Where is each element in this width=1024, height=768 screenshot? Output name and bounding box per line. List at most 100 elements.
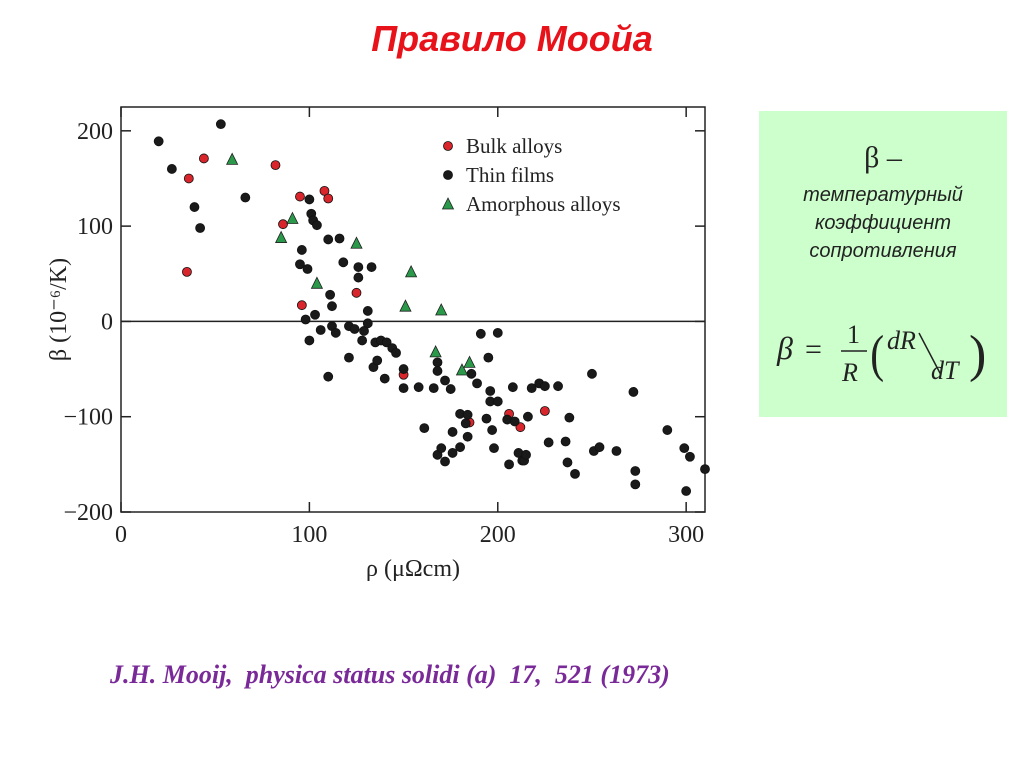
point-thin-films <box>611 446 622 456</box>
point-thin-films <box>489 443 499 454</box>
point-thin-films <box>466 368 477 379</box>
point-amorphous-alloys <box>435 303 448 316</box>
point-thin-films <box>153 136 164 147</box>
point-thin-films <box>553 381 563 392</box>
point-thin-films <box>398 383 409 394</box>
point-thin-films <box>344 352 354 363</box>
point-thin-films <box>594 442 605 453</box>
x-tick-label: 0 <box>115 522 127 548</box>
description-line: температурный <box>803 184 963 206</box>
point-bulk-alloys <box>278 219 288 230</box>
point-thin-films <box>391 347 401 358</box>
point-thin-films <box>485 386 496 396</box>
point-amorphous-alloys <box>463 355 476 368</box>
point-bulk-alloys <box>182 266 192 277</box>
point-thin-films <box>338 257 349 268</box>
formula-equals: = <box>805 333 822 366</box>
point-thin-films <box>521 449 531 460</box>
point-bulk-alloys <box>198 153 209 164</box>
point-thin-films <box>315 325 326 335</box>
point-thin-films <box>685 451 695 462</box>
point-amorphous-alloys <box>226 152 239 165</box>
point-thin-films <box>460 418 471 429</box>
point-thin-films <box>560 436 571 447</box>
point-thin-films <box>504 459 514 470</box>
point-thin-films <box>539 381 550 392</box>
point-thin-films <box>413 382 424 393</box>
citation: J.H. Mooij, physica status solidi (a) 17… <box>110 660 670 689</box>
point-thin-films <box>492 327 503 338</box>
point-amorphous-alloys <box>274 230 288 243</box>
point-thin-films <box>353 262 364 272</box>
point-amorphous-alloys <box>429 345 442 358</box>
y-tick-label: −100 <box>63 405 113 431</box>
point-thin-films <box>325 289 336 300</box>
point-thin-films <box>445 384 456 394</box>
point-thin-films <box>526 383 537 394</box>
point-thin-films <box>462 431 473 442</box>
y-tick-label: 0 <box>101 309 113 335</box>
point-thin-films <box>419 423 430 434</box>
point-thin-films <box>436 443 447 454</box>
y-tick-label: −200 <box>63 500 113 526</box>
point-thin-films <box>447 448 458 458</box>
point-thin-films <box>432 357 443 368</box>
point-thin-films <box>195 223 206 233</box>
point-thin-films <box>662 425 673 435</box>
point-amorphous-alloys <box>310 276 324 289</box>
point-thin-films <box>679 443 690 454</box>
point-thin-films <box>562 457 573 468</box>
plot-frame <box>120 106 706 513</box>
point-thin-films <box>304 335 315 346</box>
point-thin-films <box>215 119 226 130</box>
point-thin-films <box>681 486 692 496</box>
point-thin-films <box>366 262 377 272</box>
legend-label-thin-films: Thin films <box>466 163 554 187</box>
formula-dR: dR <box>887 326 916 355</box>
point-thin-films <box>362 306 373 316</box>
point-thin-films <box>357 335 368 346</box>
point-thin-films <box>240 192 251 203</box>
point-thin-films <box>700 464 710 475</box>
point-amorphous-alloys <box>286 211 299 224</box>
legend-label-bulk-alloys: Bulk alloys <box>466 134 562 158</box>
x-tick-label: 100 <box>291 522 327 548</box>
point-thin-films <box>323 371 334 382</box>
y-tick-label: 200 <box>77 119 113 145</box>
point-bulk-alloys <box>351 287 362 298</box>
y-axis-label: β (10⁻⁶/K) <box>46 258 72 361</box>
point-thin-films <box>487 425 498 435</box>
point-thin-films <box>327 301 337 312</box>
point-thin-films <box>440 456 450 467</box>
point-thin-films <box>304 194 315 205</box>
point-thin-films <box>379 373 390 384</box>
plot-area: 0 100 200 300 200 100 0 −100 −200 ρ (μΩcm) β (10⁻⁶… <box>46 106 710 582</box>
point-thin-films <box>432 366 443 376</box>
formula-slash <box>918 332 942 376</box>
point-amorphous-alloys <box>350 236 363 249</box>
point-bulk-alloys <box>183 173 194 184</box>
beta-description: температурный коэффициент сопротивления <box>759 181 1007 265</box>
point-thin-films <box>492 396 503 407</box>
point-thin-films <box>349 324 360 334</box>
info-box: β – температурный коэффициент сопротивле… <box>759 111 1007 417</box>
point-thin-films <box>166 164 177 174</box>
point-bulk-alloys <box>296 300 307 311</box>
formula-dT: dT <box>931 356 960 385</box>
x-tick-label: 300 <box>668 522 704 548</box>
legend-label-amorphous-alloys: Amorphous alloys <box>466 192 621 216</box>
point-thin-films <box>295 259 305 270</box>
formula-numerator: 1 <box>847 320 860 349</box>
point-thin-films <box>481 413 492 424</box>
legend-marker-thin-films <box>443 170 453 180</box>
point-thin-films <box>543 437 554 448</box>
point-thin-films <box>630 479 641 490</box>
point-thin-films <box>523 411 533 422</box>
point-thin-films <box>398 364 409 374</box>
beta-formula: β = 1 R ( dR dT ) <box>776 320 986 387</box>
point-bulk-alloys <box>270 160 281 171</box>
point-thin-films <box>587 368 597 379</box>
point-thin-films <box>440 375 450 386</box>
formula-open-paren: ( <box>870 326 884 383</box>
point-bulk-alloys <box>295 191 305 202</box>
